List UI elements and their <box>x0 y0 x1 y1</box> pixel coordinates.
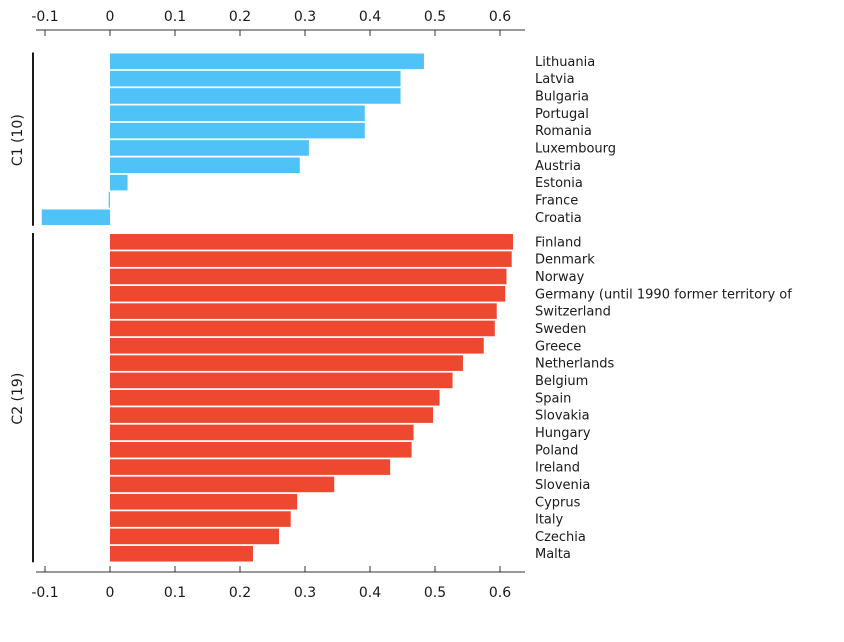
category-label: Finland <box>535 235 581 250</box>
bar <box>110 372 453 389</box>
category-label: Lithuania <box>535 55 595 70</box>
category-label: Italy <box>535 513 564 528</box>
x-tick-label: 0.2 <box>229 9 251 25</box>
top-x-axis: -0.1 0 0.1 0.2 0.3 0.4 0.5 0.6 <box>31 9 525 36</box>
x-tick-label: 0.3 <box>294 9 316 25</box>
category-label: Czechia <box>535 530 586 545</box>
x-tick-label: 0.5 <box>424 585 446 601</box>
x-tick-label: 0.1 <box>164 585 186 601</box>
category-label: Romania <box>535 124 592 139</box>
bar <box>110 157 300 174</box>
x-tick-label: -0.1 <box>31 585 58 601</box>
x-tick-label: 0.1 <box>164 9 186 25</box>
bar <box>110 476 335 493</box>
bar <box>108 192 110 208</box>
category-label: Croatia <box>535 211 582 226</box>
x-tick-label: 0.6 <box>489 9 511 25</box>
cluster-label: C2 (19) <box>10 373 26 425</box>
category-label: France <box>535 193 578 208</box>
cluster-label: C1 (10) <box>10 114 26 166</box>
category-label: Slovenia <box>535 478 590 493</box>
category-label: Greece <box>535 339 581 354</box>
x-tick-label: 0.4 <box>359 585 381 601</box>
category-label: Estonia <box>535 176 583 191</box>
bar <box>110 268 507 285</box>
bar <box>110 234 513 250</box>
cluster-group: C1 (10) Lithuania Latvia Bulgaria Portugal Ro… <box>10 52 616 226</box>
category-label: Norway <box>535 270 585 285</box>
category-label: Luxembourg <box>535 141 616 156</box>
category-label: Belgium <box>535 374 588 389</box>
bar <box>110 389 440 406</box>
bar <box>110 441 412 458</box>
category-label: Switzerland <box>535 305 611 320</box>
x-tick-label: 0.6 <box>489 585 511 601</box>
x-tick-label: 0.5 <box>424 9 446 25</box>
category-label: Hungary <box>535 426 591 441</box>
bar <box>110 424 414 441</box>
bar <box>110 511 291 527</box>
bar <box>110 285 506 302</box>
bar <box>41 209 110 226</box>
x-tick-label: -0.1 <box>31 9 58 25</box>
category-label: Slovakia <box>535 409 590 424</box>
cluster-group: C2 (19) Finland Denmark Norway Germany (unti… <box>10 233 792 563</box>
category-label: Cyprus <box>535 495 581 510</box>
bar <box>110 140 309 156</box>
category-label: Spain <box>535 391 571 406</box>
bar <box>110 70 401 87</box>
category-label: Ireland <box>535 461 580 476</box>
bar <box>110 303 497 319</box>
x-tick-label: 0 <box>106 585 115 601</box>
category-label: Bulgaria <box>535 89 589 104</box>
category-label: Sweden <box>535 322 586 337</box>
category-label: Austria <box>535 159 581 174</box>
bar <box>110 53 424 70</box>
x-tick-label: 0.2 <box>229 585 251 601</box>
bar <box>110 88 401 104</box>
x-tick-label: 0.3 <box>294 585 316 601</box>
bar <box>110 528 279 545</box>
bar <box>110 174 128 191</box>
bar <box>110 251 512 267</box>
x-tick-label: 0 <box>106 9 115 25</box>
bar <box>110 337 484 354</box>
bar <box>110 407 434 423</box>
category-label: Malta <box>535 547 571 562</box>
bar <box>110 493 298 510</box>
category-label: Denmark <box>535 253 595 268</box>
category-label: Latvia <box>535 72 575 87</box>
cluster-groups: C1 (10) Lithuania Latvia Bulgaria Portugal Ro… <box>10 52 792 563</box>
x-tick-label: 0.4 <box>359 9 381 25</box>
bar <box>110 105 365 122</box>
bar <box>110 122 365 139</box>
category-label: Netherlands <box>535 357 614 372</box>
bottom-x-axis: -0.1 0 0.1 0.2 0.3 0.4 0.5 0.6 <box>31 566 525 601</box>
bar <box>110 320 495 337</box>
bar <box>110 459 391 475</box>
bar <box>110 355 463 371</box>
category-label: Portugal <box>535 107 589 122</box>
bar <box>110 545 253 562</box>
category-label: Germany (until 1990 former territory of <box>535 287 792 302</box>
category-label: Poland <box>535 443 578 458</box>
